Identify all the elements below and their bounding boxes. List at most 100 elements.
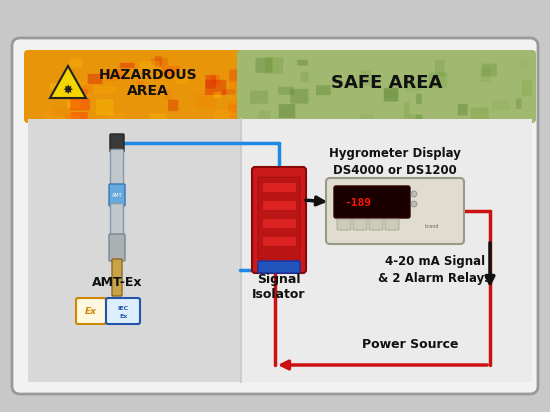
FancyBboxPatch shape [259,110,270,119]
FancyBboxPatch shape [237,50,536,123]
FancyBboxPatch shape [278,87,294,95]
Polygon shape [50,66,86,98]
FancyBboxPatch shape [265,57,283,74]
FancyBboxPatch shape [353,219,367,230]
FancyBboxPatch shape [115,69,124,78]
FancyBboxPatch shape [214,92,221,98]
FancyBboxPatch shape [482,64,497,77]
FancyBboxPatch shape [195,94,216,108]
FancyBboxPatch shape [230,80,237,89]
Text: AMT-Ex: AMT-Ex [92,276,142,290]
FancyBboxPatch shape [164,89,173,99]
FancyBboxPatch shape [384,90,396,98]
FancyBboxPatch shape [105,70,125,81]
FancyBboxPatch shape [81,85,93,94]
FancyBboxPatch shape [522,80,532,96]
FancyBboxPatch shape [326,178,464,244]
Circle shape [411,191,417,197]
FancyBboxPatch shape [111,150,124,192]
FancyBboxPatch shape [45,115,64,122]
FancyBboxPatch shape [96,99,113,115]
FancyBboxPatch shape [228,102,250,118]
FancyBboxPatch shape [205,80,226,95]
FancyBboxPatch shape [471,108,489,119]
Bar [262,218,296,228]
FancyBboxPatch shape [67,101,81,108]
FancyBboxPatch shape [290,89,309,104]
FancyBboxPatch shape [298,60,308,66]
FancyBboxPatch shape [480,67,491,82]
FancyBboxPatch shape [258,177,300,259]
FancyBboxPatch shape [109,234,125,261]
FancyBboxPatch shape [369,219,383,230]
FancyBboxPatch shape [94,86,116,94]
FancyBboxPatch shape [70,58,82,68]
FancyBboxPatch shape [519,60,528,68]
FancyBboxPatch shape [361,70,371,86]
FancyBboxPatch shape [110,134,124,152]
Bar [262,182,296,192]
Bar [28,119,241,382]
FancyBboxPatch shape [24,50,245,123]
FancyBboxPatch shape [76,298,106,324]
FancyBboxPatch shape [76,81,96,96]
FancyBboxPatch shape [213,110,230,119]
FancyBboxPatch shape [360,114,373,124]
FancyBboxPatch shape [416,94,422,104]
FancyBboxPatch shape [155,56,162,67]
FancyBboxPatch shape [334,186,410,218]
FancyBboxPatch shape [168,100,178,111]
Text: SAFE AREA: SAFE AREA [331,74,443,92]
FancyBboxPatch shape [416,115,423,127]
FancyBboxPatch shape [53,107,70,116]
FancyBboxPatch shape [106,112,125,125]
FancyBboxPatch shape [316,85,331,95]
FancyBboxPatch shape [112,259,122,296]
Bar [262,236,296,246]
Text: 4-20 mA Signal
& 2 Alarm Relays: 4-20 mA Signal & 2 Alarm Relays [378,255,492,285]
FancyBboxPatch shape [404,102,409,121]
FancyBboxPatch shape [279,104,295,118]
Text: Power Source: Power Source [362,339,458,351]
FancyBboxPatch shape [492,101,510,110]
Text: IEC: IEC [118,306,129,311]
Text: Hygrometer Display
DS4000 or DS1200: Hygrometer Display DS4000 or DS1200 [329,147,461,177]
Text: brand: brand [425,223,439,229]
FancyBboxPatch shape [229,70,238,82]
FancyBboxPatch shape [223,89,236,94]
FancyBboxPatch shape [71,112,87,125]
FancyBboxPatch shape [337,219,351,230]
Text: -189: -189 [344,198,371,208]
Text: ✸: ✸ [63,84,73,96]
FancyBboxPatch shape [384,88,398,101]
Bar [262,200,296,210]
FancyBboxPatch shape [301,72,309,82]
FancyBboxPatch shape [70,98,90,110]
FancyBboxPatch shape [258,261,300,273]
FancyBboxPatch shape [12,38,538,394]
FancyBboxPatch shape [229,106,248,114]
FancyBboxPatch shape [250,91,268,104]
Text: Ex: Ex [119,314,127,319]
FancyBboxPatch shape [406,82,420,91]
FancyBboxPatch shape [74,89,88,95]
Text: HAZARDOUS: HAZARDOUS [98,68,197,82]
FancyBboxPatch shape [162,66,180,76]
FancyBboxPatch shape [255,58,272,73]
FancyBboxPatch shape [479,107,488,112]
FancyBboxPatch shape [206,75,216,89]
FancyBboxPatch shape [428,72,447,88]
FancyBboxPatch shape [65,115,81,122]
FancyBboxPatch shape [109,184,125,206]
FancyBboxPatch shape [516,98,521,109]
FancyBboxPatch shape [228,105,239,112]
FancyBboxPatch shape [252,167,306,273]
FancyBboxPatch shape [175,70,188,84]
FancyBboxPatch shape [151,58,168,66]
FancyBboxPatch shape [150,113,167,122]
FancyBboxPatch shape [136,81,144,87]
Bar [241,119,532,382]
Circle shape [411,201,417,207]
FancyBboxPatch shape [120,63,135,68]
FancyBboxPatch shape [106,298,140,324]
